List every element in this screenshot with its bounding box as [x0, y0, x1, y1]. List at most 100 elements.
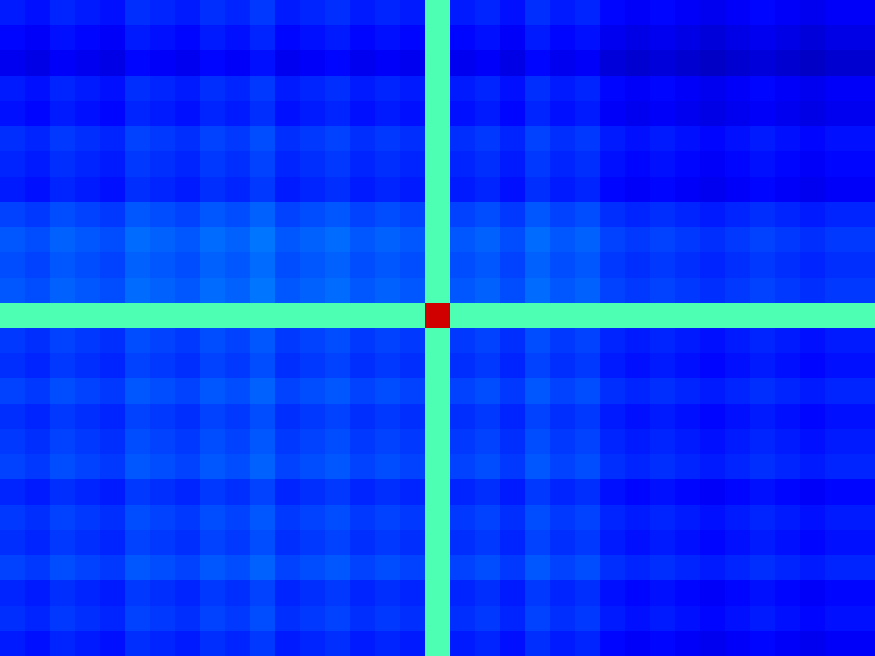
heatmap-cell	[100, 252, 126, 278]
heatmap-cell	[400, 328, 426, 354]
heatmap-cell	[625, 378, 651, 404]
heatmap-cell	[725, 202, 751, 228]
heatmap-cell	[25, 101, 51, 127]
heatmap-cell	[675, 227, 701, 253]
heatmap-cell	[425, 278, 451, 304]
heatmap-cell	[225, 631, 251, 656]
heatmap-cell	[775, 328, 801, 354]
heatmap-cell	[150, 454, 176, 480]
heatmap-cell	[550, 25, 576, 51]
heatmap-cell	[125, 126, 151, 152]
heatmap-cell	[525, 505, 551, 531]
heatmap-cell	[650, 429, 676, 455]
heatmap-cell	[525, 303, 551, 329]
heatmap-cell	[800, 76, 826, 102]
heatmap-cell	[225, 479, 251, 505]
heatmap-cell	[775, 479, 801, 505]
heatmap-cell	[100, 353, 126, 379]
heatmap-cell	[575, 25, 601, 51]
heatmap-cell	[475, 303, 501, 329]
heatmap-cell	[600, 505, 626, 531]
heatmap-cell	[50, 479, 76, 505]
heatmap-cell	[825, 177, 851, 203]
heatmap-cell	[150, 177, 176, 203]
heatmap-cell	[550, 404, 576, 430]
heatmap-cell	[75, 479, 101, 505]
heatmap-cell	[825, 303, 851, 329]
heatmap-cell	[550, 429, 576, 455]
heatmap-cell	[700, 0, 726, 26]
heatmap-cell	[150, 555, 176, 581]
heatmap-cell	[100, 278, 126, 304]
heatmap-cell	[575, 177, 601, 203]
heatmap-cell	[825, 252, 851, 278]
heatmap-cell	[625, 50, 651, 76]
heatmap-cell	[150, 303, 176, 329]
heatmap-cell	[425, 530, 451, 556]
heatmap-cell	[450, 252, 476, 278]
heatmap-cell	[150, 606, 176, 632]
heatmap-cell	[700, 25, 726, 51]
heatmap-cell	[750, 631, 776, 656]
heatmap-cell	[375, 202, 401, 228]
heatmap-cell	[250, 101, 276, 127]
heatmap-cell	[400, 606, 426, 632]
heatmap-cell	[725, 353, 751, 379]
heatmap-cell	[400, 479, 426, 505]
heatmap-cell	[500, 151, 526, 177]
heatmap-cell	[100, 479, 126, 505]
heatmap-cell	[550, 202, 576, 228]
heatmap-cell	[375, 429, 401, 455]
heatmap-cell	[800, 555, 826, 581]
heatmap-cell	[700, 606, 726, 632]
heatmap-cell	[200, 404, 226, 430]
heatmap-cell	[175, 328, 201, 354]
heatmap-cell	[150, 353, 176, 379]
heatmap-cell	[275, 555, 301, 581]
heatmap-cell	[550, 126, 576, 152]
heatmap-cell	[350, 76, 376, 102]
heatmap-cell	[300, 555, 326, 581]
heatmap-cell	[500, 278, 526, 304]
heatmap-cell	[850, 606, 875, 632]
heatmap-cell	[825, 25, 851, 51]
heatmap-cell	[450, 50, 476, 76]
heatmap-cell	[775, 126, 801, 152]
heatmap-cell	[625, 202, 651, 228]
heatmap-cell	[300, 177, 326, 203]
heatmap-cell	[0, 606, 26, 632]
heatmap-cell	[175, 101, 201, 127]
heatmap-cell	[50, 50, 76, 76]
heatmap-cell	[400, 278, 426, 304]
heatmap-cell	[75, 580, 101, 606]
heatmap-cell	[475, 530, 501, 556]
heatmap-cell	[825, 404, 851, 430]
heatmap-cell	[300, 606, 326, 632]
heatmap-cell	[100, 177, 126, 203]
heatmap-cell	[25, 429, 51, 455]
heatmap-cell	[125, 101, 151, 127]
heatmap-cell	[400, 454, 426, 480]
heatmap-cell	[175, 606, 201, 632]
heatmap-cell	[475, 101, 501, 127]
heatmap-cell	[725, 580, 751, 606]
heatmap-cell	[675, 378, 701, 404]
heatmap-cell	[700, 505, 726, 531]
heatmap-cell	[100, 25, 126, 51]
heatmap-cell	[750, 227, 776, 253]
heatmap-cell	[525, 227, 551, 253]
heatmap-cell	[25, 303, 51, 329]
heatmap-cell	[125, 505, 151, 531]
heatmap-cell	[600, 404, 626, 430]
heatmap-cell	[700, 126, 726, 152]
heatmap-cell	[300, 25, 326, 51]
heatmap-cell	[850, 177, 875, 203]
heatmap-cell	[350, 126, 376, 152]
heatmap-cell	[175, 555, 201, 581]
heatmap-cell	[600, 227, 626, 253]
heatmap-cell	[275, 606, 301, 632]
heatmap-cell	[725, 76, 751, 102]
heatmap-cell	[675, 606, 701, 632]
heatmap-cell	[550, 505, 576, 531]
heatmap-cell	[300, 479, 326, 505]
